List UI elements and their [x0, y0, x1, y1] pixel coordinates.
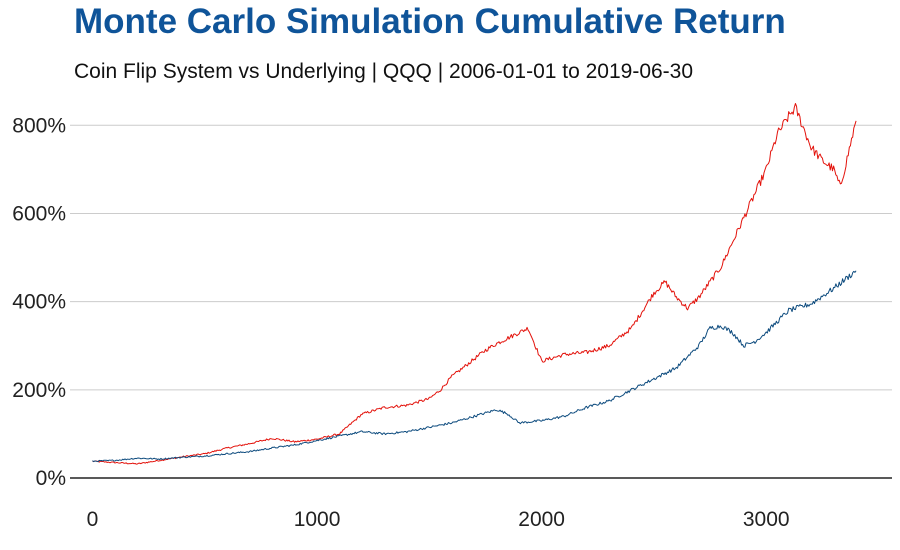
y-tick-label: 0% [36, 467, 66, 490]
y-tick-label: 200% [12, 379, 66, 402]
series-line-2 [92, 270, 857, 463]
x-tick-label: 2000 [518, 508, 565, 531]
y-tick-label: 800% [12, 114, 66, 137]
gridlines [70, 124, 892, 391]
y-tick-label: 600% [12, 202, 66, 225]
series-line-1 [92, 102, 857, 465]
x-tick-label: 1000 [294, 508, 341, 531]
x-tick-label: 0 [87, 508, 99, 531]
series-lines [92, 102, 857, 465]
x-tick-label: 3000 [743, 508, 790, 531]
tick-labels: 0% 200% 400% 600% 800% 0 1000 2000 3000 [12, 114, 789, 531]
chart-title: Monte Carlo Simulation Cumulative Return [74, 2, 786, 41]
chart-subtitle: Coin Flip System vs Underlying | QQQ | 2… [74, 60, 694, 83]
y-tick-label: 400% [12, 291, 66, 314]
